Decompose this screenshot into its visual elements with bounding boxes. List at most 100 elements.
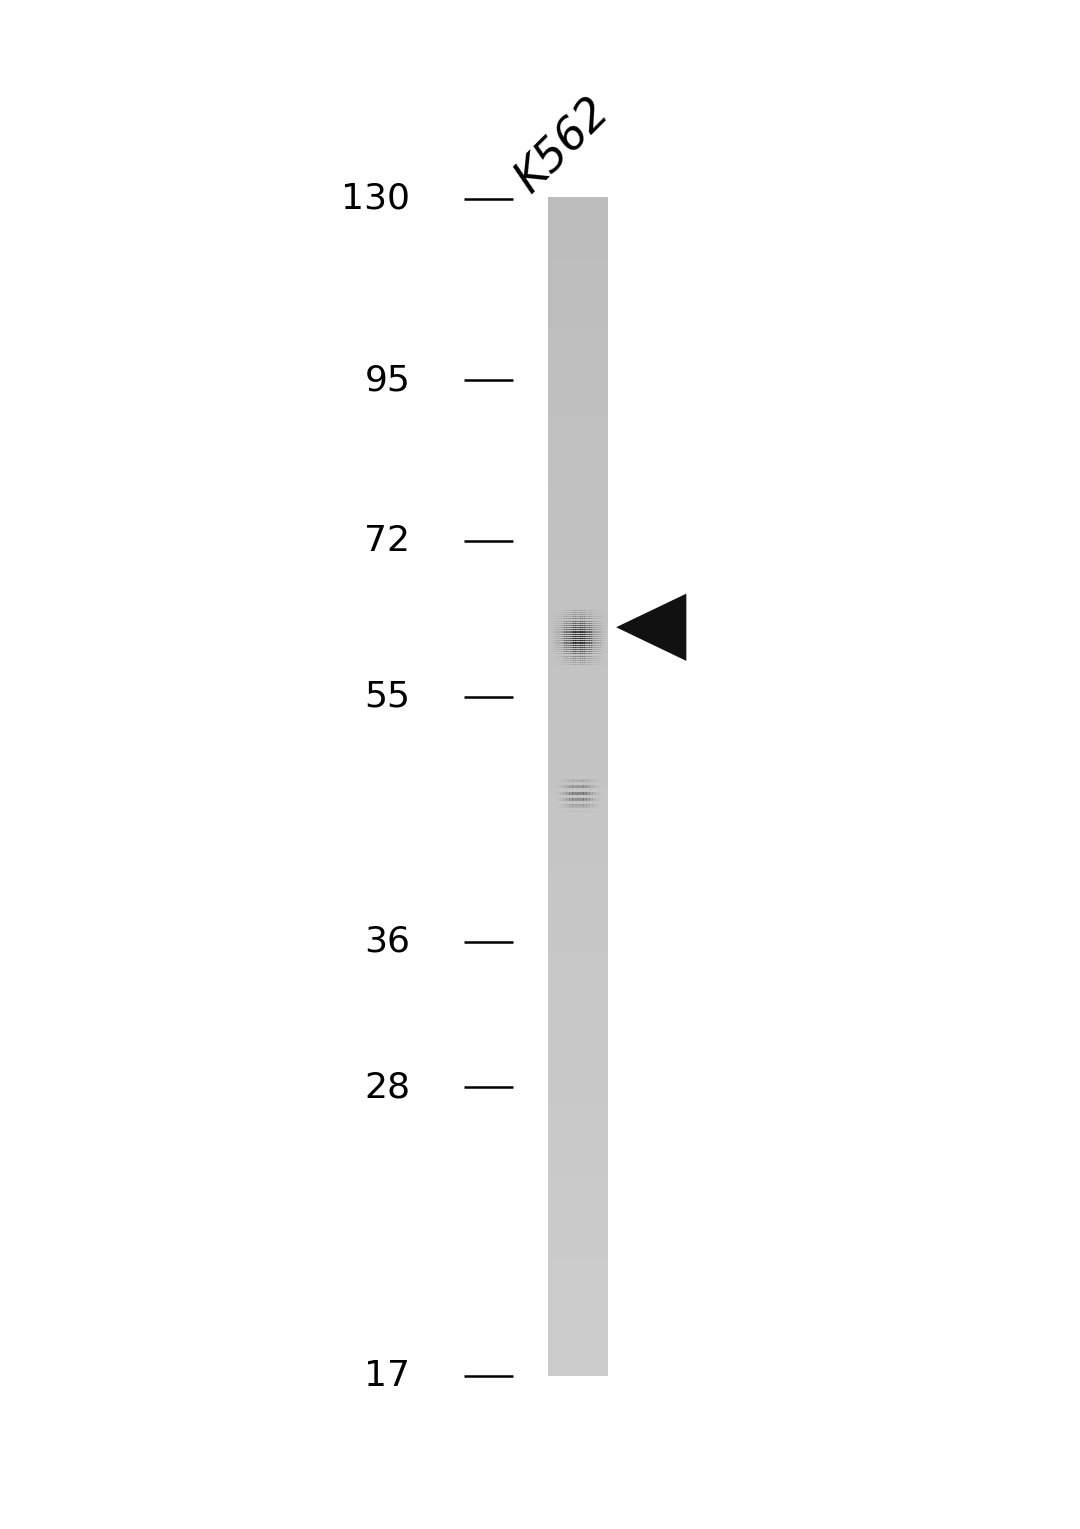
Bar [549,315,608,329]
Bar [549,209,608,222]
Bar [549,691,608,705]
Bar [549,398,608,411]
Polygon shape [616,593,687,661]
Bar [549,1044,608,1058]
Text: 55: 55 [364,679,410,714]
Bar [549,1009,608,1023]
Bar [549,255,608,269]
Bar [549,491,608,505]
Bar [549,373,608,387]
Text: 17: 17 [364,1359,410,1393]
Bar [549,528,608,540]
Bar [549,268,608,281]
Bar [549,220,608,234]
Bar [549,1327,608,1341]
Bar [549,245,608,257]
Bar [549,951,608,965]
Bar [549,1174,608,1188]
Bar [549,1162,608,1176]
Bar [549,327,608,339]
Bar [549,586,608,599]
Bar [549,986,608,1000]
Bar [549,1127,608,1141]
Bar [549,821,608,835]
Bar [549,786,608,800]
Bar [549,1222,608,1235]
Bar [549,573,608,587]
Text: 72: 72 [364,524,410,558]
Bar [549,868,608,882]
Bar [549,774,608,787]
Bar [549,1021,608,1035]
Bar [549,703,608,717]
Bar [549,1057,608,1070]
Text: 28: 28 [364,1070,410,1104]
Bar [549,1104,608,1118]
Bar [549,974,608,988]
Bar [549,1092,608,1105]
Bar [549,232,608,246]
Bar [549,881,608,893]
Text: 95: 95 [365,364,410,398]
Bar [549,280,608,294]
Bar [549,1116,608,1128]
Bar [549,763,608,775]
Bar [549,680,608,693]
Text: 130: 130 [341,182,410,216]
Bar [549,645,608,657]
Bar [549,1187,608,1199]
Bar [549,1151,608,1164]
Bar [549,1069,608,1083]
Bar [549,1199,608,1211]
Bar [549,856,608,870]
Bar [549,550,608,564]
Bar [549,563,608,575]
Bar [549,433,608,446]
Bar [549,1315,608,1329]
Bar [549,1339,608,1353]
Bar [549,633,608,647]
Bar [549,1292,608,1306]
Bar [549,1234,608,1246]
Bar [549,844,608,858]
Bar [549,809,608,823]
Bar [549,420,608,434]
Bar [549,503,608,517]
Bar [549,1245,608,1258]
Bar [549,362,608,375]
Bar [549,939,608,953]
Text: K562: K562 [507,90,618,200]
Bar [549,197,608,211]
Bar [549,1362,608,1376]
Bar [549,726,608,740]
Bar [549,445,608,457]
Bar [549,1304,608,1316]
Bar [549,350,608,364]
Bar [549,1079,608,1093]
Bar [549,621,608,635]
Bar [549,716,608,728]
Bar [549,303,608,317]
Bar [549,292,608,304]
Bar [549,609,608,622]
Bar [549,927,608,940]
Bar [549,410,608,422]
Bar [549,1034,608,1046]
Bar [549,904,608,917]
Bar [549,668,608,682]
Bar [549,1280,608,1294]
Bar [549,468,608,482]
Bar [549,1209,608,1223]
Bar [549,1352,608,1364]
Bar [549,598,608,610]
Bar [549,656,608,670]
Bar [549,338,608,352]
Bar [549,751,608,764]
Bar [549,515,608,529]
Bar [549,916,608,928]
Bar [549,891,608,905]
Bar [549,385,608,399]
Bar [549,456,608,469]
Bar [549,480,608,492]
Bar [549,1139,608,1153]
